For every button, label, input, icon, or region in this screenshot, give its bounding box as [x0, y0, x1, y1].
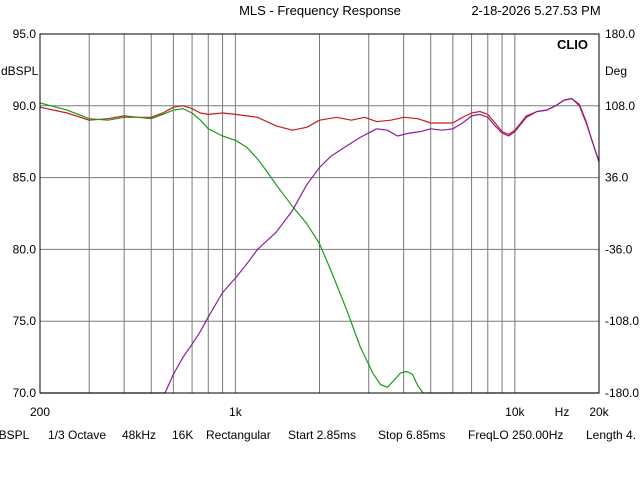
x-tick-label: 200: [30, 405, 50, 419]
chart-title: MLS - Frequency Response: [239, 3, 401, 18]
grid: [40, 34, 599, 393]
plot-lines: [39, 98, 600, 394]
y2-axis-label: Deg: [605, 64, 627, 78]
x-axis: 200 1k 10k 20k Hz: [30, 405, 610, 419]
footer-item: Rectangular: [206, 428, 271, 442]
footer-item: 48kHz: [122, 428, 156, 442]
brand-label: CLIO: [557, 37, 588, 52]
footer-item: Start 2.85ms: [288, 428, 356, 442]
series-line-green: [39, 102, 599, 394]
series-line-purple: [40, 98, 600, 394]
y-tick-label: 75.0: [13, 314, 37, 328]
footer-item: dBSPL: [0, 428, 30, 442]
x-unit-label: Hz: [555, 405, 570, 419]
y-axis-label: dBSPL: [1, 64, 39, 78]
y2-tick-label: 108.0: [605, 99, 635, 113]
y2-tick-label: 180.0: [605, 27, 635, 41]
y2-tick-label: -36.0: [605, 242, 633, 256]
x-tick-label: 20k: [589, 405, 609, 419]
footer-item: Length 4.: [586, 428, 636, 442]
footer-item: 1/3 Octave: [48, 428, 106, 442]
plot-frame: [39, 33, 600, 394]
y2-tick-label: -108.0: [605, 314, 639, 328]
footer-item: 16K: [172, 428, 193, 442]
y-axis-left: 95.0 90.0 85.0 80.0 75.0 70.0: [13, 27, 37, 400]
timestamp: 2-18-2026 5.27.53 PM: [471, 3, 600, 18]
x-tick-label: 10k: [505, 405, 525, 419]
footer-settings: dBSPL 1/3 Octave 48kHz 16K Rectangular Start …: [0, 428, 636, 442]
x-tick-label: 1k: [229, 405, 243, 419]
footer-item: FreqLO 250.00Hz: [468, 428, 563, 442]
y-tick-label: 85.0: [13, 171, 37, 185]
y2-tick-label: -180.0: [605, 386, 639, 400]
y2-tick-label: 36.0: [605, 171, 629, 185]
y-tick-label: 95.0: [13, 27, 37, 41]
y-tick-label: 70.0: [13, 386, 37, 400]
footer-item: Stop 6.85ms: [378, 428, 445, 442]
y-tick-label: 80.0: [13, 242, 37, 256]
y-tick-label: 90.0: [13, 99, 37, 113]
y-axis-right: 180.0 108.0 36.0 -36.0 -108.0 -180.0: [605, 27, 639, 400]
